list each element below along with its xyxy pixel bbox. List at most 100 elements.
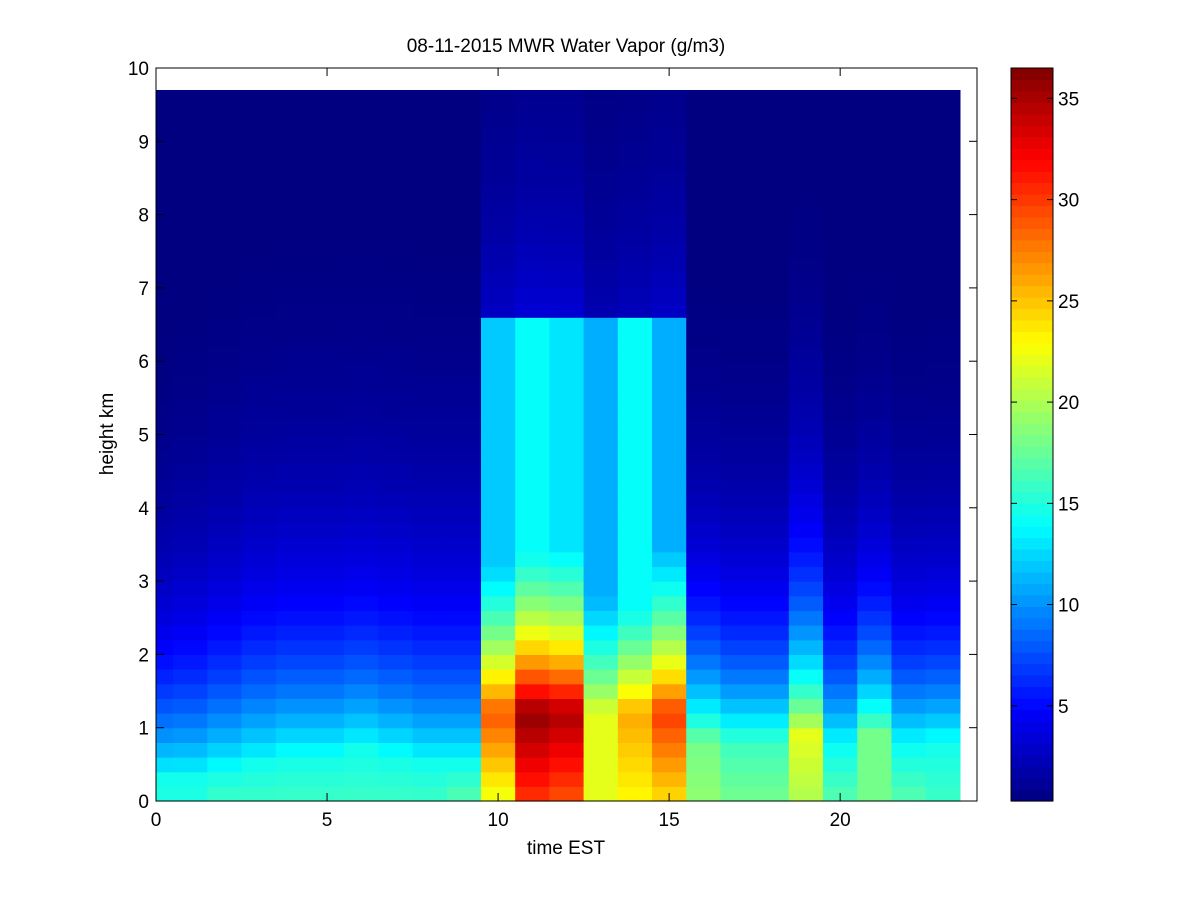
heatmap-cell: [754, 698, 790, 714]
heatmap-cell: [275, 229, 311, 245]
heatmap-cell: [378, 654, 414, 670]
heatmap-cell: [891, 111, 927, 128]
heatmap-cell: [275, 97, 311, 113]
heatmap-cell: [344, 434, 379, 450]
heatmap-cell: [754, 478, 790, 494]
heatmap-cell: [617, 713, 653, 729]
heatmap-cell: [344, 243, 379, 260]
heatmap-cell: [583, 302, 619, 318]
heatmap-cell: [891, 610, 927, 626]
colorbar-segment: [1011, 148, 1053, 161]
heatmap-cell: [788, 419, 824, 436]
colorbar-segment: [1011, 274, 1053, 287]
heatmap-cell: [173, 757, 208, 773]
heatmap-cell: [754, 97, 790, 113]
heatmap-cell: [344, 757, 379, 773]
heatmap-cell: [583, 625, 619, 641]
heatmap-cell: [925, 566, 961, 582]
heatmap-cell: [891, 786, 927, 802]
heatmap-cell: [617, 478, 653, 494]
heatmap-cell: [515, 683, 550, 699]
heatmap-cell: [344, 273, 379, 289]
heatmap-cell: [309, 361, 345, 377]
colorbar-segment: [1011, 663, 1053, 676]
heatmap-cell: [275, 757, 311, 773]
heatmap-cell: [156, 713, 174, 729]
heatmap-cell: [754, 141, 790, 157]
heatmap-cell: [754, 537, 790, 553]
heatmap-cell: [446, 317, 482, 333]
heatmap-cell: [652, 302, 687, 318]
heatmap-cell: [309, 669, 345, 685]
heatmap-cell: [925, 89, 961, 98]
heatmap-cell: [925, 361, 961, 377]
heatmap-cell: [549, 273, 585, 289]
heatmap-cell: [241, 522, 277, 538]
y-tick-label: 9: [138, 132, 149, 153]
heatmap-cell: [823, 317, 858, 333]
heatmap-cell: [788, 493, 824, 509]
heatmap-cell: [173, 258, 208, 274]
heatmap-cell: [412, 654, 448, 670]
heatmap-cell: [788, 405, 824, 421]
heatmap-cell: [823, 302, 858, 318]
colorbar-segment: [1011, 400, 1053, 413]
heatmap-cell: [788, 229, 824, 245]
heatmap-cell: [583, 331, 619, 348]
heatmap-cell: [617, 757, 653, 773]
heatmap-cell: [378, 229, 414, 245]
heatmap-cell: [515, 669, 550, 685]
heatmap-cell: [241, 89, 277, 98]
heatmap-cell: [891, 742, 927, 758]
heatmap-cell: [823, 683, 858, 699]
heatmap-cell: [583, 478, 619, 494]
heatmap-cell: [617, 683, 653, 699]
heatmap-cell: [173, 478, 208, 494]
heatmap-cell: [686, 537, 722, 553]
heatmap-cell: [891, 434, 927, 450]
heatmap-cell: [480, 243, 516, 260]
heatmap-cell: [686, 390, 722, 406]
heatmap-cell: [617, 97, 653, 113]
heatmap-cell: [857, 390, 893, 406]
heatmap-cell: [857, 771, 893, 787]
heatmap-cell: [823, 669, 858, 685]
heatmap-cell: [309, 698, 345, 714]
heatmap-cell: [156, 463, 174, 480]
heatmap-cell: [207, 141, 243, 157]
heatmap-cell: [925, 434, 961, 450]
heatmap-cell: [720, 141, 756, 157]
heatmap-cell: [207, 97, 243, 113]
heatmap-cell: [515, 302, 550, 318]
heatmap-cell: [515, 170, 550, 186]
heatmap-cell: [156, 141, 174, 157]
heatmap-cell: [720, 786, 756, 802]
heatmap-cell: [617, 639, 653, 655]
heatmap-cell: [275, 419, 311, 436]
heatmap-cell: [412, 419, 448, 436]
heatmap-cell: [891, 478, 927, 494]
heatmap-cell: [583, 126, 619, 142]
heatmap-cell: [823, 126, 858, 142]
heatmap-cell: [515, 258, 550, 274]
heatmap-cell: [549, 390, 585, 406]
heatmap-cell: [549, 581, 585, 597]
heatmap-cell: [309, 273, 345, 289]
heatmap-cell: [156, 551, 174, 568]
heatmap-cell: [754, 273, 790, 289]
heatmap-cell: [549, 331, 585, 348]
heatmap-cell: [754, 507, 790, 524]
heatmap-cell: [207, 639, 243, 655]
colorbar-segment: [1011, 537, 1053, 550]
x-tick-label: 15: [659, 810, 680, 831]
heatmap-cell: [515, 537, 550, 553]
heatmap-cell: [754, 89, 790, 98]
heatmap-cell: [617, 243, 653, 260]
heatmap-cell: [309, 537, 345, 553]
heatmap-cell: [412, 111, 448, 128]
heatmap-cell: [446, 419, 482, 436]
heatmap-cell: [823, 111, 858, 128]
heatmap-cell: [309, 463, 345, 480]
heatmap-cell: [754, 493, 790, 509]
heatmap-cell: [446, 757, 482, 773]
